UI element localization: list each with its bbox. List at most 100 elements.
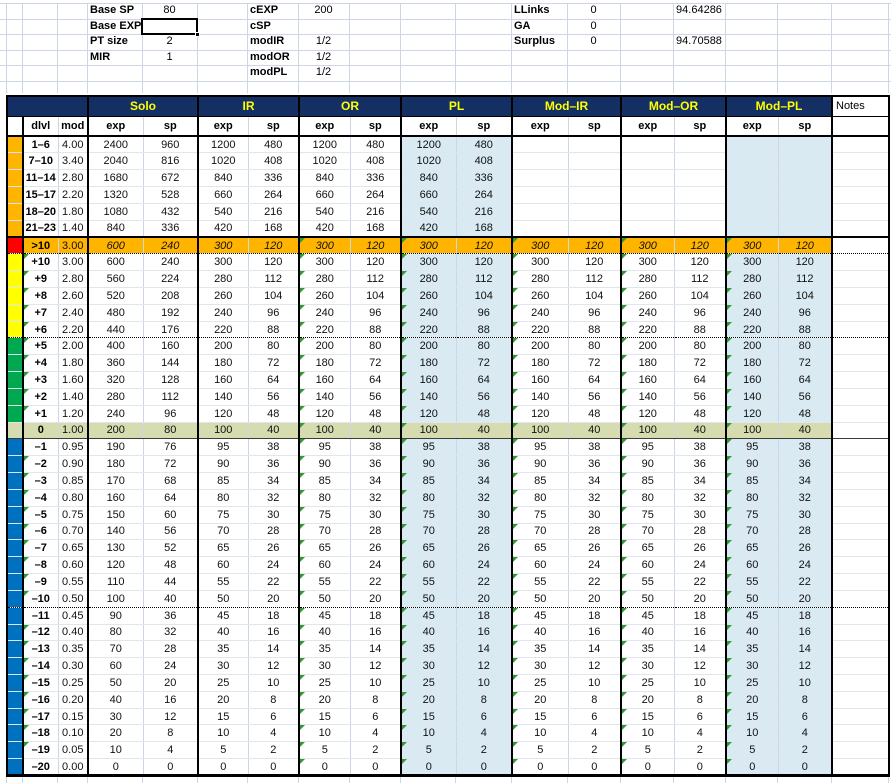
cell-ir_exp-1[interactable]: 1020 xyxy=(197,152,249,171)
cell-pl_sp-4[interactable]: 216 xyxy=(456,203,513,221)
cell-or_sp-12[interactable]: 80 xyxy=(350,337,402,356)
cell-or_sp-9[interactable]: 104 xyxy=(350,287,402,305)
cell-solo_exp-35[interactable]: 20 xyxy=(87,724,144,743)
col-header-sp[interactable]: sp xyxy=(778,116,833,137)
cell-mod_or_exp-11[interactable]: 220 xyxy=(620,321,675,339)
row-band[interactable] xyxy=(6,590,24,608)
col-header-sp[interactable]: sp xyxy=(674,116,727,137)
cell-or_exp-20[interactable]: 85 xyxy=(298,472,351,490)
cell-ir_exp-2[interactable]: 840 xyxy=(197,169,249,187)
cell-mod_or_exp-4[interactable] xyxy=(620,203,675,221)
pt-size-label[interactable]: PT size xyxy=(90,35,128,47)
cell-mod_pl_sp-23[interactable]: 28 xyxy=(778,523,833,541)
cell-mod_ir_sp-37[interactable]: 0 xyxy=(568,758,622,776)
cell-mod-4[interactable]: 1.80 xyxy=(58,203,89,221)
cell-pl_sp-1[interactable]: 408 xyxy=(456,152,513,171)
cell-notes-16[interactable] xyxy=(831,405,890,423)
row-band[interactable] xyxy=(6,337,24,356)
group-header-mod-pl[interactable]: Mod–PL xyxy=(725,96,832,117)
cell-mod_or_sp-8[interactable]: 112 xyxy=(674,270,727,288)
modpl-label[interactable]: modPL xyxy=(250,66,288,78)
cell-mod_or_sp-16[interactable]: 48 xyxy=(674,405,727,423)
cell-or_sp-1[interactable]: 408 xyxy=(350,152,402,171)
cell-solo_exp-32[interactable]: 50 xyxy=(87,674,144,692)
cell-mod_pl_sp-18[interactable]: 38 xyxy=(778,438,833,457)
cell-mod_or_sp-5[interactable] xyxy=(674,220,727,238)
cell-mod_pl_exp-23[interactable]: 70 xyxy=(725,523,779,541)
group-header-ir[interactable]: IR xyxy=(197,96,299,117)
cell-ir_exp-4[interactable]: 540 xyxy=(197,203,249,221)
cell-notes-22[interactable] xyxy=(831,506,890,524)
modpl-value[interactable]: 1/2 xyxy=(315,66,332,78)
llinks-label[interactable]: LLinks xyxy=(514,4,550,16)
cell-mod_or_exp-16[interactable]: 120 xyxy=(620,405,675,423)
cell-mod_pl_exp-16[interactable]: 120 xyxy=(725,405,779,423)
cell-mod_or_exp-27[interactable]: 50 xyxy=(620,590,675,608)
cell-mod_ir_exp-3[interactable] xyxy=(511,186,569,204)
cell-pl_sp-28[interactable]: 18 xyxy=(456,607,513,625)
cell-mod_or_sp-22[interactable]: 30 xyxy=(674,506,727,524)
cell-pl_exp-4[interactable]: 540 xyxy=(400,203,457,221)
cell-dlvl-9[interactable]: +8 xyxy=(23,287,59,305)
cell-notes-19[interactable] xyxy=(831,455,890,474)
cell-mod_pl_exp-1[interactable] xyxy=(725,152,779,171)
cell-mod-19[interactable]: 0.90 xyxy=(58,455,89,474)
cell-mod_ir_sp-33[interactable]: 8 xyxy=(568,691,622,709)
cell-mod_or_exp-15[interactable]: 140 xyxy=(620,388,675,406)
cell-or_sp-37[interactable]: 0 xyxy=(350,758,402,776)
cell-or_exp-33[interactable]: 20 xyxy=(298,691,351,709)
cell-mod-34[interactable]: 0.15 xyxy=(58,708,89,726)
row-band[interactable] xyxy=(6,506,24,524)
cell-notes-37[interactable] xyxy=(831,758,890,776)
cell-or_exp-29[interactable]: 40 xyxy=(298,624,351,642)
cell-pl_sp-30[interactable]: 14 xyxy=(456,640,513,659)
row-band[interactable] xyxy=(6,421,24,440)
row-band[interactable] xyxy=(6,691,24,709)
cell-solo_exp-23[interactable]: 140 xyxy=(87,523,144,541)
cell-mod_or_sp-31[interactable]: 12 xyxy=(674,657,727,675)
col-header-sp[interactable]: sp xyxy=(350,116,402,137)
cell-or_sp-0[interactable]: 480 xyxy=(350,136,402,154)
cell-or_exp-8[interactable]: 280 xyxy=(298,270,351,288)
cell-ir_exp-27[interactable]: 50 xyxy=(197,590,249,608)
cell-mod_ir_exp-19[interactable]: 90 xyxy=(511,455,569,474)
cell-mod_or_sp-26[interactable]: 22 xyxy=(674,573,727,591)
cell-ir_exp-25[interactable]: 60 xyxy=(197,556,249,575)
cell-mod_or_sp-36[interactable]: 2 xyxy=(674,741,727,760)
cell-or_sp-6[interactable]: 120 xyxy=(350,235,402,255)
row-band[interactable] xyxy=(6,741,24,760)
cell-solo_sp-16[interactable]: 96 xyxy=(143,405,199,423)
cell-or_exp-5[interactable]: 420 xyxy=(298,220,351,238)
cell-ir_sp-29[interactable]: 16 xyxy=(248,624,300,642)
cell-pl_sp-23[interactable]: 28 xyxy=(456,523,513,541)
cell-mod_ir_exp-11[interactable]: 220 xyxy=(511,321,569,339)
cell-notes-0[interactable] xyxy=(831,136,890,154)
cell-dlvl-8[interactable]: +9 xyxy=(23,270,59,288)
cell-notes-1[interactable] xyxy=(831,152,890,171)
cell-mod-37[interactable]: 0.00 xyxy=(58,758,89,776)
cell-dlvl-36[interactable]: –19 xyxy=(23,741,59,760)
cell-pl_exp-18[interactable]: 95 xyxy=(400,438,457,457)
cell-mod_pl_exp-21[interactable]: 80 xyxy=(725,489,779,507)
cell-mod_pl_sp-9[interactable]: 104 xyxy=(778,287,833,305)
col-header-exp[interactable]: exp xyxy=(400,116,457,137)
cell-ir_exp-15[interactable]: 140 xyxy=(197,388,249,406)
cell-dlvl-33[interactable]: –16 xyxy=(23,691,59,709)
cell-mod_or_sp-10[interactable]: 96 xyxy=(674,304,727,322)
cell-or_exp-37[interactable]: 0 xyxy=(298,758,351,776)
cell-solo_sp-14[interactable]: 128 xyxy=(143,371,199,389)
cell-ir_sp-35[interactable]: 4 xyxy=(248,724,300,743)
base-sp-label[interactable]: Base SP xyxy=(90,4,135,16)
cell-mod_pl_exp-19[interactable]: 90 xyxy=(725,455,779,474)
cell-or_exp-16[interactable]: 120 xyxy=(298,405,351,423)
cell-or_exp-21[interactable]: 80 xyxy=(298,489,351,507)
cell-notes-20[interactable] xyxy=(831,472,890,490)
row-band[interactable] xyxy=(6,253,24,272)
cell-mod_ir_exp-9[interactable]: 260 xyxy=(511,287,569,305)
row-band[interactable] xyxy=(6,152,24,171)
cell-mod_or_exp-25[interactable]: 60 xyxy=(620,556,675,575)
cell-notes-18[interactable] xyxy=(831,438,890,457)
cell-solo_sp-9[interactable]: 208 xyxy=(143,287,199,305)
cell-mod_pl_exp-5[interactable] xyxy=(725,220,779,238)
cell-solo_sp-10[interactable]: 192 xyxy=(143,304,199,322)
